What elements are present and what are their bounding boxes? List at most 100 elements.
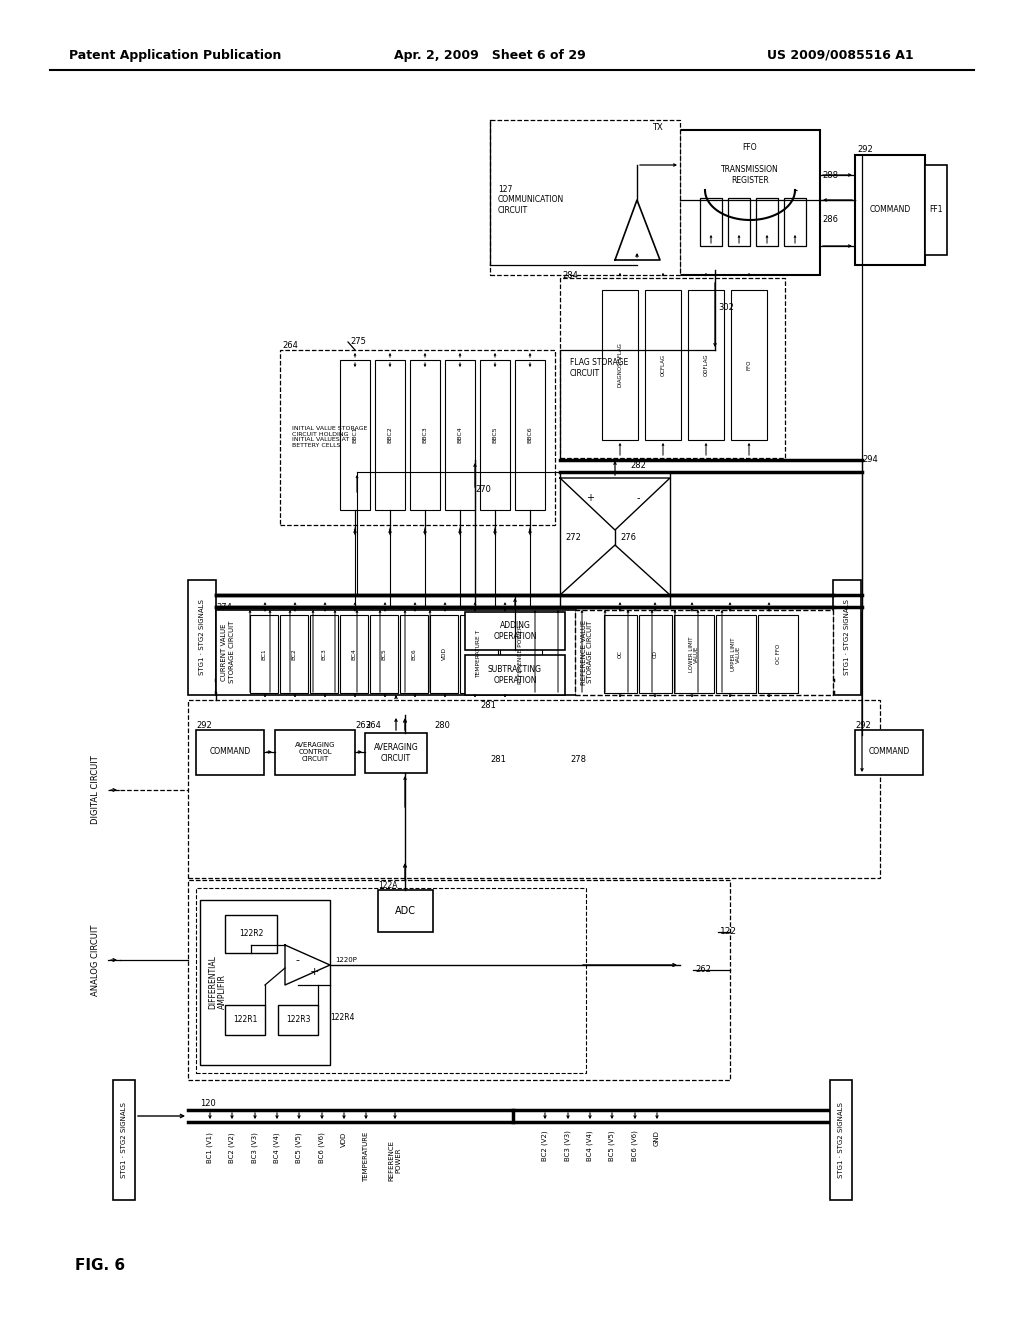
Text: GND: GND — [654, 1130, 660, 1146]
Text: +: + — [310, 968, 319, 977]
Text: 122R3: 122R3 — [286, 1015, 310, 1024]
Text: BC6: BC6 — [412, 648, 417, 660]
Text: SUBTRACTING
OPERATION: SUBTRACTING OPERATION — [488, 665, 542, 685]
Text: 120: 120 — [200, 1098, 216, 1107]
Text: 264: 264 — [365, 721, 381, 730]
Text: 127
COMMUNICATION
CIRCUIT: 127 COMMUNICATION CIRCUIT — [498, 185, 564, 215]
Bar — [758, 615, 798, 693]
Text: UPPER LIMIT
VALUE: UPPER LIMIT VALUE — [730, 638, 741, 671]
Text: 294: 294 — [862, 455, 878, 465]
Bar — [480, 360, 510, 510]
Bar — [784, 198, 806, 246]
Text: BC2 (V2): BC2 (V2) — [228, 1133, 236, 1163]
Text: AVERAGING
CONTROL
CIRCUIT: AVERAGING CONTROL CIRCUIT — [295, 742, 335, 762]
Text: ANALOG CIRCUIT: ANALOG CIRCUIT — [90, 924, 99, 995]
Text: 275: 275 — [350, 338, 366, 346]
Bar — [674, 615, 714, 693]
Bar — [639, 615, 672, 693]
Text: BC1: BC1 — [261, 648, 266, 660]
Text: REFERENCE POWER: REFERENCE POWER — [518, 624, 523, 684]
Text: -: - — [636, 492, 640, 503]
Text: DIGITAL CIRCUIT: DIGITAL CIRCUIT — [90, 755, 99, 825]
Polygon shape — [560, 478, 670, 531]
Text: CURRENT VALUE
STORAGE CIRCUIT: CURRENT VALUE STORAGE CIRCUIT — [221, 620, 234, 684]
Bar — [280, 350, 555, 525]
Text: BC5 (V5): BC5 (V5) — [608, 1130, 615, 1160]
Text: 292: 292 — [857, 145, 872, 154]
Text: BC6 (V6): BC6 (V6) — [318, 1133, 326, 1163]
Bar — [688, 290, 724, 440]
Text: BC5 (V5): BC5 (V5) — [296, 1133, 302, 1163]
Bar — [515, 360, 545, 510]
Bar — [188, 579, 216, 696]
Text: ADC: ADC — [394, 906, 416, 916]
Text: BBC4: BBC4 — [458, 426, 463, 444]
Text: BBC3: BBC3 — [423, 426, 427, 444]
Polygon shape — [560, 545, 670, 595]
Bar — [340, 360, 370, 510]
Text: BBC2: BBC2 — [387, 426, 392, 444]
Bar — [196, 730, 264, 775]
Text: US 2009/0085516 A1: US 2009/0085516 A1 — [767, 49, 913, 62]
Text: ODFLAG: ODFLAG — [703, 354, 709, 376]
Text: AVERAGING
CIRCUIT: AVERAGING CIRCUIT — [374, 743, 419, 763]
Text: +: + — [586, 492, 594, 503]
Text: BC6 (V6): BC6 (V6) — [632, 1130, 638, 1160]
Bar — [490, 120, 680, 275]
Text: COMMAND: COMMAND — [868, 747, 909, 756]
Text: BBC6: BBC6 — [527, 426, 532, 444]
Bar — [375, 360, 406, 510]
Text: STG1 · STG2 SIGNALS: STG1 · STG2 SIGNALS — [121, 1102, 127, 1177]
Bar — [216, 610, 575, 696]
Text: 281: 281 — [480, 701, 496, 710]
Text: 302: 302 — [718, 304, 734, 313]
Bar — [378, 890, 433, 932]
Text: BBC5: BBC5 — [493, 426, 498, 444]
Bar — [225, 915, 278, 953]
Text: BC3 (V3): BC3 (V3) — [565, 1130, 571, 1160]
Text: Apr. 2, 2009   Sheet 6 of 29: Apr. 2, 2009 Sheet 6 of 29 — [394, 49, 586, 62]
Bar — [250, 615, 278, 693]
Text: FLAG STORAGE
CIRCUIT: FLAG STORAGE CIRCUIT — [570, 358, 629, 378]
Text: 270: 270 — [475, 486, 490, 495]
Text: BC4: BC4 — [351, 648, 356, 660]
Text: -: - — [295, 954, 299, 965]
Text: 284: 284 — [562, 271, 578, 280]
Text: BC4 (V4): BC4 (V4) — [587, 1130, 593, 1160]
Bar — [370, 615, 398, 693]
Text: 1220P: 1220P — [335, 957, 357, 964]
Text: 292: 292 — [196, 721, 212, 730]
Text: INITIAL VALUE STORAGE
CIRCUIT HOLDING
INITIAL VALUES AT
BETTERY CELLS: INITIAL VALUE STORAGE CIRCUIT HOLDING IN… — [292, 426, 368, 449]
Text: 264: 264 — [282, 341, 298, 350]
Bar — [645, 290, 681, 440]
Bar — [278, 1005, 318, 1035]
Text: Patent Application Publication: Patent Application Publication — [69, 49, 282, 62]
Text: TX: TX — [652, 123, 663, 132]
Bar — [575, 610, 833, 696]
Text: 262: 262 — [695, 965, 711, 974]
Bar — [731, 290, 767, 440]
Text: TEMPERATURE: TEMPERATURE — [362, 1133, 369, 1183]
Text: TRANSMISSION
REGISTER: TRANSMISSION REGISTER — [721, 165, 779, 185]
Text: STG1 · STG2 SIGNALS: STG1 · STG2 SIGNALS — [844, 599, 850, 675]
Bar — [400, 615, 428, 693]
Bar — [113, 1080, 135, 1200]
Text: DIAGNOSISFLAG: DIAGNOSISFLAG — [617, 343, 623, 388]
Text: COMMAND: COMMAND — [209, 747, 251, 756]
Bar — [460, 615, 498, 693]
Text: 272: 272 — [565, 532, 581, 541]
Text: FFO: FFO — [742, 144, 758, 153]
Text: STG1 · STG2 SIGNALS: STG1 · STG2 SIGNALS — [199, 599, 205, 675]
Bar — [310, 615, 338, 693]
Bar — [680, 129, 820, 275]
Bar — [602, 290, 638, 440]
Text: 122R4: 122R4 — [330, 1012, 354, 1022]
Text: REFERENCE VALUE
STORAGE CIRCUIT: REFERENCE VALUE STORAGE CIRCUIT — [581, 619, 594, 685]
Bar — [280, 615, 308, 693]
Bar — [200, 900, 330, 1065]
Text: BC3 (V3): BC3 (V3) — [252, 1133, 258, 1163]
Text: 281: 281 — [490, 755, 506, 764]
Text: 122: 122 — [720, 928, 737, 936]
Text: 274: 274 — [216, 603, 231, 612]
Text: BC3: BC3 — [322, 648, 327, 660]
